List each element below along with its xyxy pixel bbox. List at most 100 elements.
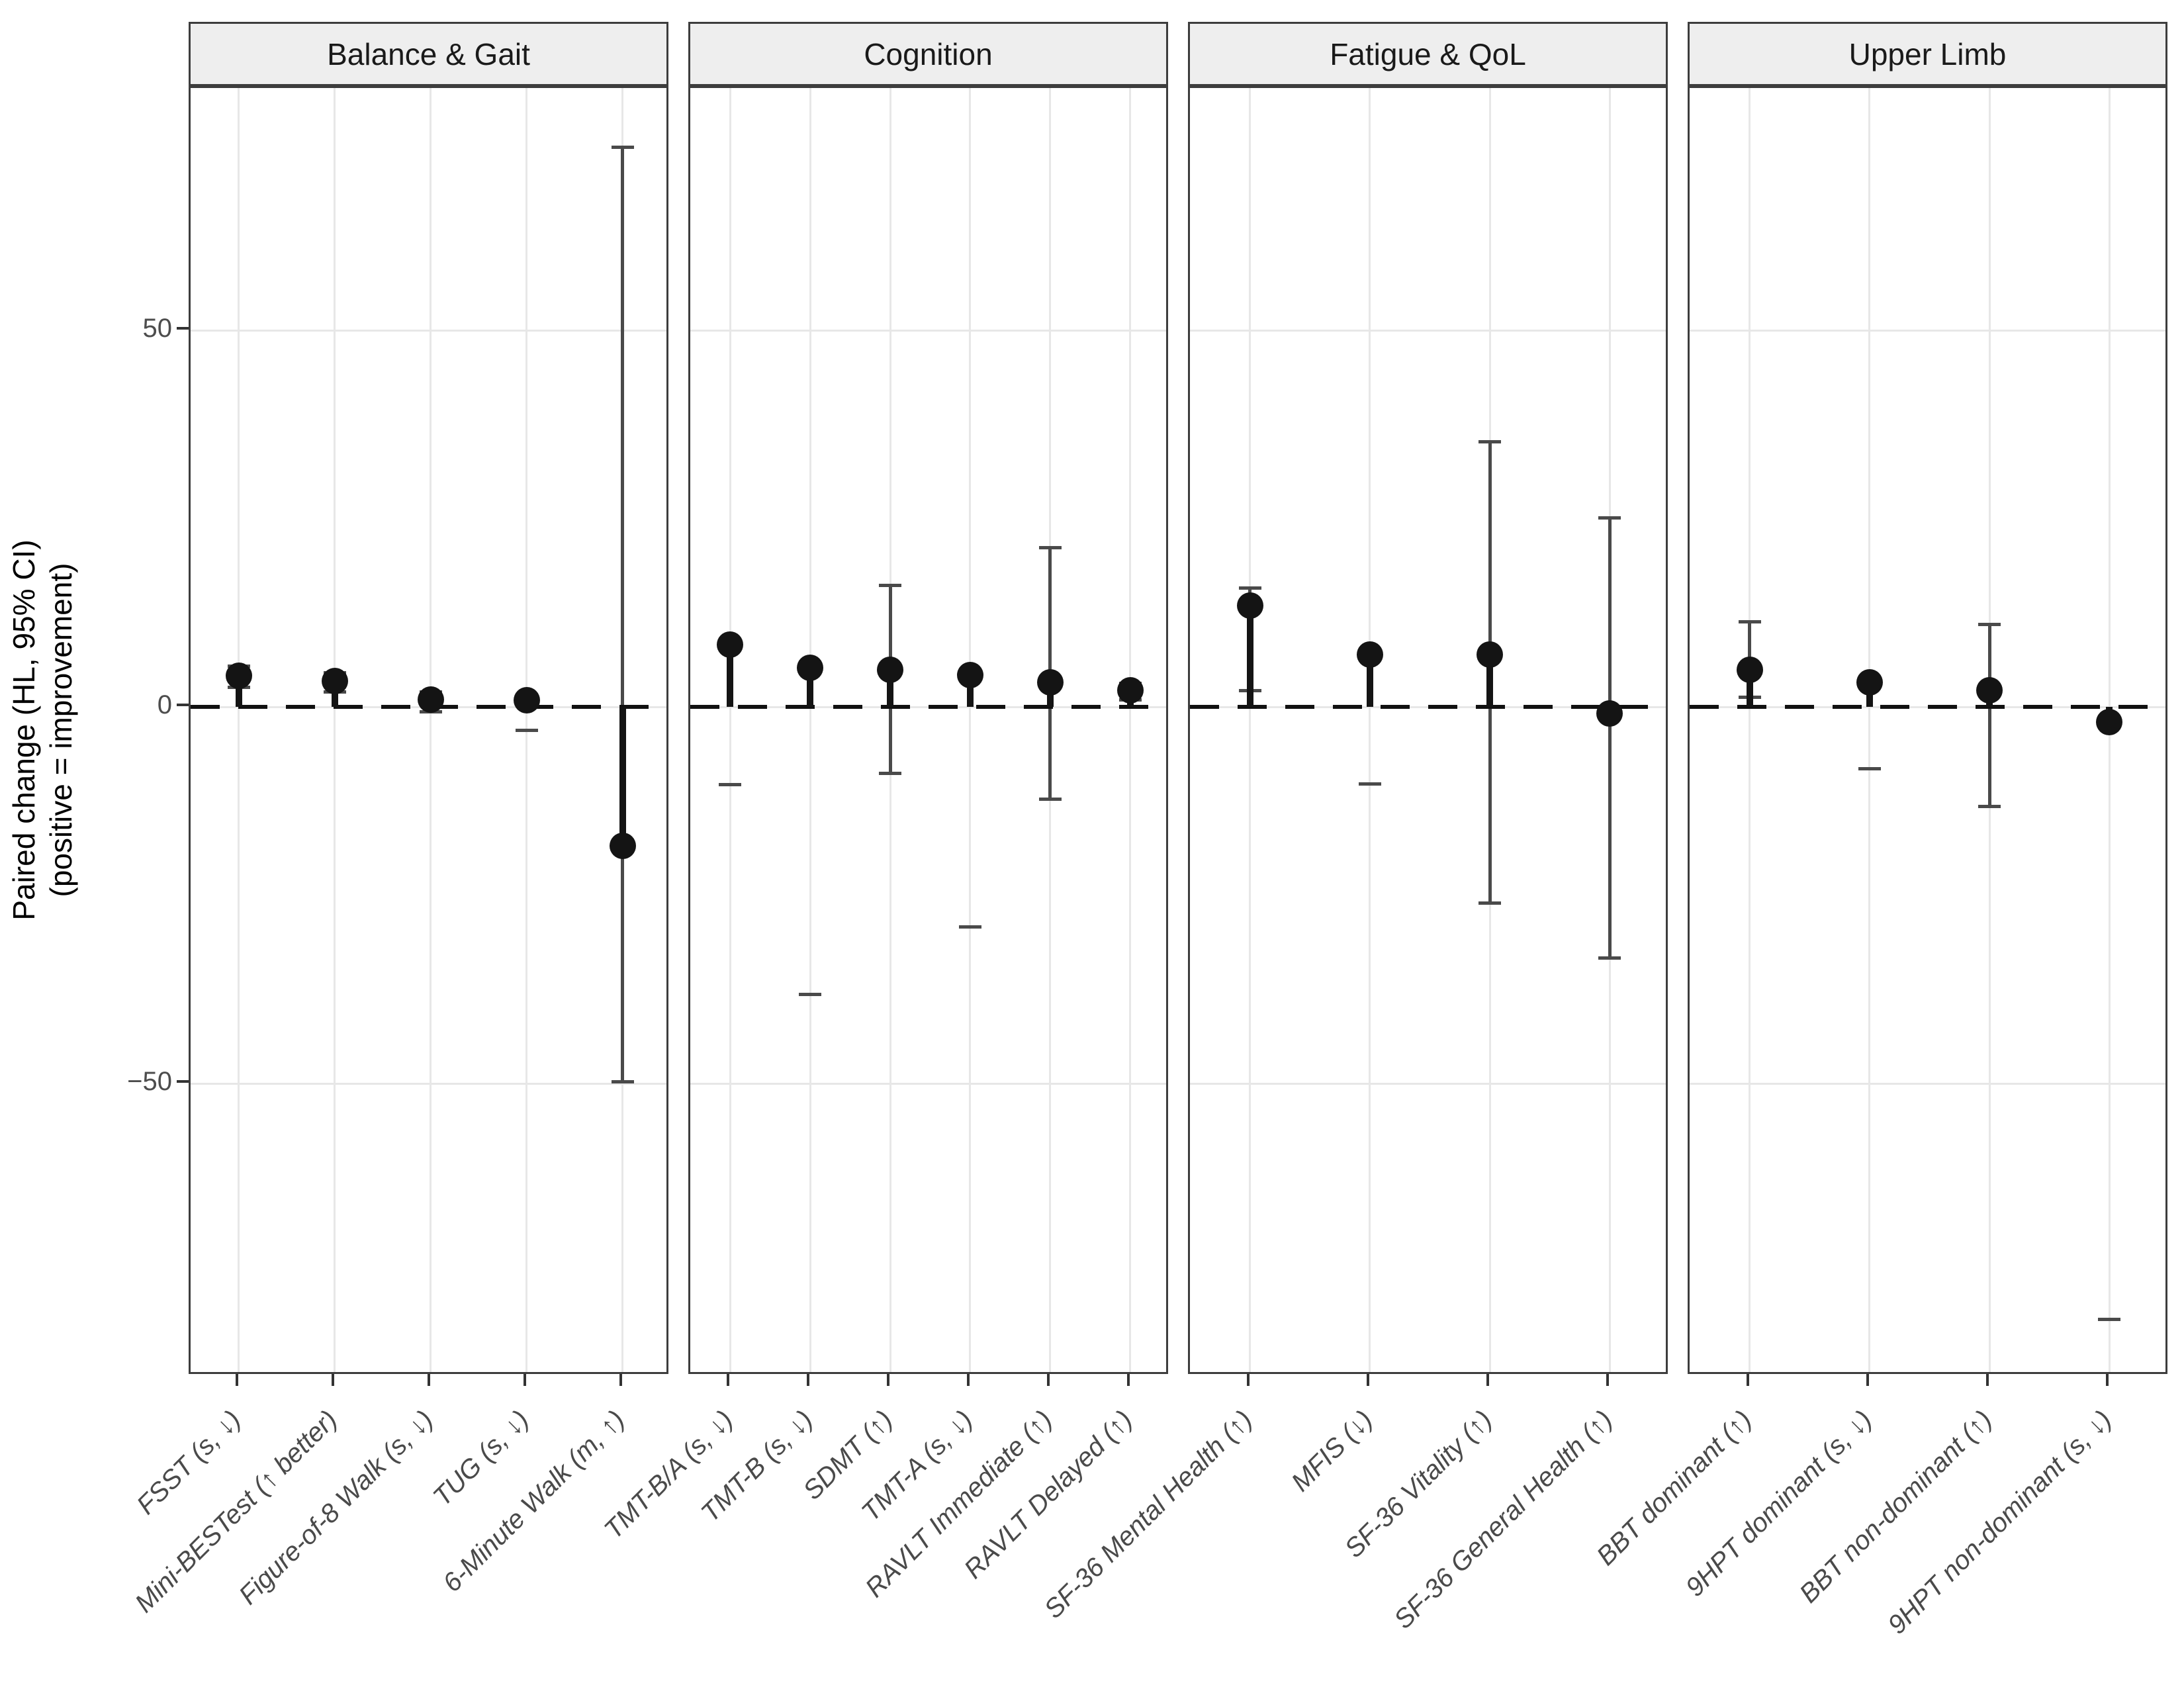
point-dot	[1976, 677, 2003, 704]
y-tick	[177, 704, 189, 707]
x-tick	[427, 1374, 430, 1386]
facet-strip: Upper Limb	[1688, 22, 2167, 86]
y-tick-label: −50	[127, 1067, 172, 1097]
ci-cap-lower	[958, 925, 981, 929]
x-tick	[727, 1374, 730, 1386]
point-dot	[1116, 677, 1144, 704]
point-dot	[417, 686, 444, 713]
x-tick-label-text: 9HPT non-dominant (s, ↓)	[1882, 1404, 2118, 1640]
gridline-v	[1868, 88, 1871, 1372]
stem-to-zero	[887, 669, 894, 708]
gridline-h	[1690, 1082, 2165, 1085]
ci-cap-lower	[2098, 1318, 2121, 1322]
point-dot	[1477, 641, 1504, 668]
y-axis-title: Paired change (HL, 95% CI) (positive = i…	[5, 539, 79, 920]
point-dot	[1596, 700, 1623, 727]
gridline-h	[191, 329, 666, 332]
x-tick-label-text: Figure-of-8 Walk (s, ↓)	[233, 1404, 439, 1610]
gridline-v	[334, 88, 336, 1372]
stem-to-zero	[966, 674, 974, 708]
ci-cap-upper	[1978, 622, 2001, 626]
ci-cap-lower	[515, 729, 538, 733]
point-dot	[1036, 668, 1064, 696]
gridline-v	[1749, 88, 1751, 1372]
y-tick-label: 0	[157, 690, 172, 720]
gridline-h	[1190, 1082, 1666, 1085]
facet-strip: Fatigue & QoL	[1188, 22, 1668, 86]
gridline-h	[1690, 329, 2165, 332]
x-tick	[619, 1374, 622, 1386]
x-tick-label-text: SF-36 General Health (↑)	[1388, 1404, 1618, 1635]
ci-cap-lower	[1479, 901, 1502, 905]
x-tick	[1486, 1374, 1490, 1386]
ci-line	[1987, 624, 1991, 807]
gridline-h	[1190, 329, 1666, 332]
ci-cap-lower	[799, 992, 822, 996]
gridline-v	[1249, 88, 1251, 1372]
ci-cap-upper	[1598, 516, 1621, 520]
x-tick	[1986, 1374, 1989, 1386]
point-dot	[877, 656, 904, 683]
x-tick	[1746, 1374, 1749, 1386]
gridline-v	[238, 88, 240, 1372]
x-tick	[1246, 1374, 1250, 1386]
gridline-h	[191, 1082, 666, 1085]
x-tick	[887, 1374, 890, 1386]
facet-panel	[1188, 86, 1668, 1374]
zero-line	[1690, 705, 2165, 710]
ci-cap-lower	[879, 772, 902, 776]
gridline-v	[430, 88, 432, 1372]
point-dot	[2096, 709, 2123, 736]
facet-panel	[1688, 86, 2167, 1374]
point-dot	[225, 662, 252, 689]
y-tick	[177, 1080, 189, 1083]
ci-cap-upper	[1479, 440, 1502, 444]
x-tick	[966, 1374, 970, 1386]
x-tick	[523, 1374, 526, 1386]
gridline-v	[969, 88, 972, 1372]
point-dot	[609, 832, 636, 859]
ci-cap-lower	[1598, 956, 1621, 960]
x-tick-label-text: SF-36 Mental Health (↑)	[1038, 1404, 1258, 1624]
x-tick	[235, 1374, 238, 1386]
point-dot	[956, 661, 983, 688]
zero-line	[690, 705, 1166, 710]
ci-line	[621, 147, 624, 1082]
x-tick	[807, 1374, 810, 1386]
x-tick-label-text: MFIS (↓)	[1285, 1404, 1379, 1498]
facet-strip: Cognition	[688, 22, 1168, 86]
ci-cap-upper	[879, 583, 902, 587]
stem-to-zero	[235, 675, 242, 708]
point-dot	[321, 667, 348, 694]
x-tick	[2106, 1374, 2109, 1386]
x-tick-label-text: 6-Minute Walk (m, ↑)	[437, 1404, 631, 1598]
x-tick-label-text: BBT non-dominant (↑)	[1794, 1404, 1998, 1609]
point-dot	[1856, 668, 1883, 696]
gridline-v	[809, 88, 811, 1372]
stem-to-zero	[1746, 669, 1753, 708]
ci-cap-lower	[611, 1079, 634, 1083]
point-dot	[797, 655, 824, 682]
stem-to-zero	[619, 707, 626, 846]
point-dot	[1356, 641, 1383, 668]
stem-to-zero	[807, 668, 814, 708]
x-tick	[1366, 1374, 1369, 1386]
ci-cap-upper	[1738, 620, 1761, 624]
gridline-v	[1129, 88, 1132, 1372]
gridline-h	[690, 1082, 1166, 1085]
ci-cap-lower	[719, 783, 742, 787]
gridline-h	[690, 329, 1166, 332]
y-tick-label: 50	[142, 314, 173, 344]
x-tick	[1866, 1374, 1869, 1386]
ci-line	[1608, 518, 1612, 958]
ci-cap-upper	[611, 146, 634, 150]
x-tick	[1606, 1374, 1610, 1386]
point-dot	[513, 687, 540, 714]
gridline-v	[729, 88, 731, 1372]
ci-cap-upper	[1238, 586, 1261, 590]
point-dot	[1236, 592, 1263, 619]
point-dot	[717, 631, 744, 658]
x-tick	[1046, 1374, 1050, 1386]
zero-line	[1190, 705, 1666, 710]
